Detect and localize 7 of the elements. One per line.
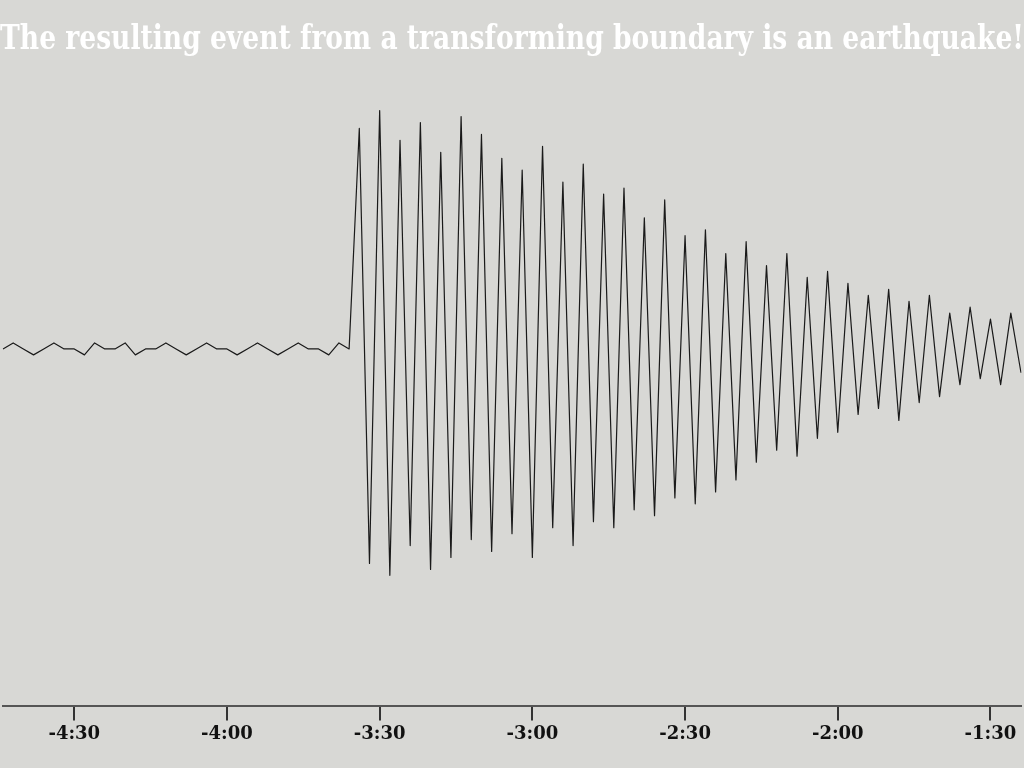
x-tick-label: -4:30 (48, 721, 101, 743)
x-tick-label: -2:00 (811, 721, 864, 743)
x-tick-label: -4:00 (201, 721, 253, 743)
x-tick-label: -2:30 (659, 721, 711, 743)
x-tick-label: -3:00 (506, 721, 559, 743)
x-tick-label: -1:30 (964, 721, 1017, 743)
x-tick-label: -3:30 (353, 721, 406, 743)
